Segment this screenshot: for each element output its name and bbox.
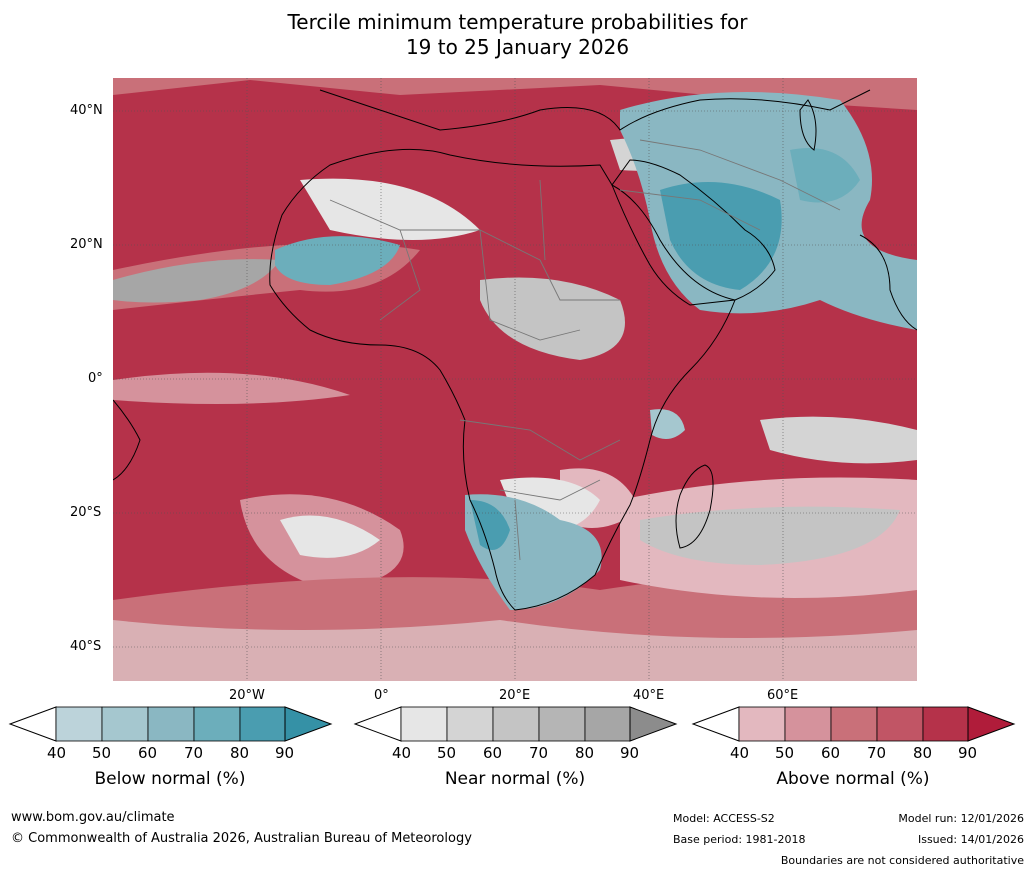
legend-above-tick-80: 80 xyxy=(913,744,933,762)
india-coast xyxy=(859,234,917,331)
lat-label-20n: 20°N xyxy=(70,237,103,252)
legend-above-tick-60: 60 xyxy=(821,744,841,762)
footer-issued: Issued: 14/01/2026 xyxy=(917,833,1024,846)
south-america-coast xyxy=(113,399,141,481)
africa-coast xyxy=(269,148,736,611)
lon-label-0: 0° xyxy=(374,688,389,703)
legend-below-title: Below normal (%) xyxy=(94,769,246,789)
lon-label-60e: 60°E xyxy=(767,688,799,703)
forecast-field xyxy=(113,78,917,681)
footer-model: Model: ACCESS-S2 xyxy=(673,812,775,825)
lat-label-20s: 20°S xyxy=(70,505,102,520)
chart-title: Tercile minimum temperature probabilitie… xyxy=(0,10,1035,60)
footer-copyright: © Commonwealth of Australia 2026, Austra… xyxy=(11,831,472,846)
field-above-north xyxy=(113,78,917,110)
lat-label-40n: 40°N xyxy=(70,103,103,118)
lon-label-40e: 40°E xyxy=(633,688,665,703)
title-line-1: Tercile minimum temperature probabilitie… xyxy=(287,10,748,34)
legend-below-tick-70: 70 xyxy=(184,744,204,762)
legend-above-colorbar xyxy=(691,706,1016,742)
legend-near-tick-50: 50 xyxy=(437,744,457,762)
footer-disclaimer: Boundaries are not considered authoritat… xyxy=(780,854,1024,867)
legend-below-tick-80: 80 xyxy=(230,744,250,762)
graticule xyxy=(113,78,917,681)
legend-above-tick-50: 50 xyxy=(775,744,795,762)
arabia-coast xyxy=(611,159,776,301)
coastlines xyxy=(113,89,917,611)
legend-near-colorbar xyxy=(353,706,678,742)
legend-above-tick-90: 90 xyxy=(958,744,978,762)
legend-near-tick-70: 70 xyxy=(529,744,549,762)
legend-below-tick-50: 50 xyxy=(92,744,112,762)
madagascar-coast xyxy=(675,464,714,549)
legend-below-tick-60: 60 xyxy=(138,744,158,762)
legend-near-tick-60: 60 xyxy=(483,744,503,762)
legend-near-tick-40: 40 xyxy=(392,744,412,762)
legend-near-tick-90: 90 xyxy=(620,744,640,762)
lat-label-0: 0° xyxy=(88,371,103,386)
europe-coast xyxy=(319,89,871,131)
legend-above-tick-40: 40 xyxy=(730,744,750,762)
legend-below-tick-40: 40 xyxy=(47,744,67,762)
legend-below-colorbar xyxy=(8,706,333,742)
footer-base-period: Base period: 1981-2018 xyxy=(673,833,806,846)
footer-model-run: Model run: 12/01/2026 xyxy=(898,812,1024,825)
lat-label-40s: 40°S xyxy=(70,639,102,654)
footer-website: www.bom.gov.au/climate xyxy=(11,810,175,825)
legend-above-tick-70: 70 xyxy=(867,744,887,762)
caspian-coast xyxy=(799,99,817,151)
country-borders xyxy=(329,139,841,561)
lon-label-20w: 20°W xyxy=(229,688,265,703)
legend-near-tick-80: 80 xyxy=(575,744,595,762)
legend-near-title: Near normal (%) xyxy=(444,769,586,789)
lon-label-20e: 20°E xyxy=(499,688,531,703)
title-line-2: 19 to 25 January 2026 xyxy=(405,35,630,59)
legend-above-title: Above normal (%) xyxy=(776,769,930,789)
legend-below-tick-90: 90 xyxy=(275,744,295,762)
